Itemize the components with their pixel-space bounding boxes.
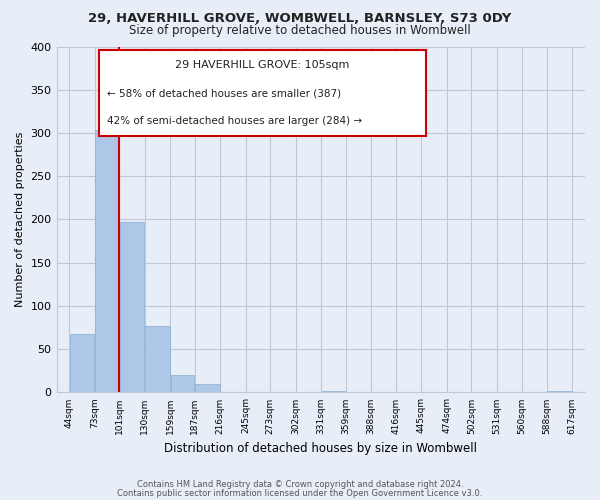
Y-axis label: Number of detached properties: Number of detached properties	[15, 132, 25, 307]
Text: 42% of semi-detached houses are larger (284) →: 42% of semi-detached houses are larger (…	[107, 116, 362, 126]
Text: Contains public sector information licensed under the Open Government Licence v3: Contains public sector information licen…	[118, 489, 482, 498]
Bar	[322, 390, 345, 392]
Text: 29, HAVERHILL GROVE, WOMBWELL, BARNSLEY, S73 0DY: 29, HAVERHILL GROVE, WOMBWELL, BARNSLEY,…	[88, 12, 512, 26]
Bar	[145, 326, 170, 392]
Bar	[95, 130, 119, 392]
FancyBboxPatch shape	[99, 50, 427, 136]
X-axis label: Distribution of detached houses by size in Wombwell: Distribution of detached houses by size …	[164, 442, 477, 455]
Bar	[196, 384, 220, 392]
Text: 29 HAVERHILL GROVE: 105sqm: 29 HAVERHILL GROVE: 105sqm	[175, 60, 350, 70]
Bar	[547, 390, 572, 392]
Bar	[70, 334, 94, 392]
Text: ← 58% of detached houses are smaller (387): ← 58% of detached houses are smaller (38…	[107, 88, 341, 98]
Bar	[171, 375, 194, 392]
Text: Size of property relative to detached houses in Wombwell: Size of property relative to detached ho…	[129, 24, 471, 37]
Text: Contains HM Land Registry data © Crown copyright and database right 2024.: Contains HM Land Registry data © Crown c…	[137, 480, 463, 489]
Bar	[120, 222, 144, 392]
